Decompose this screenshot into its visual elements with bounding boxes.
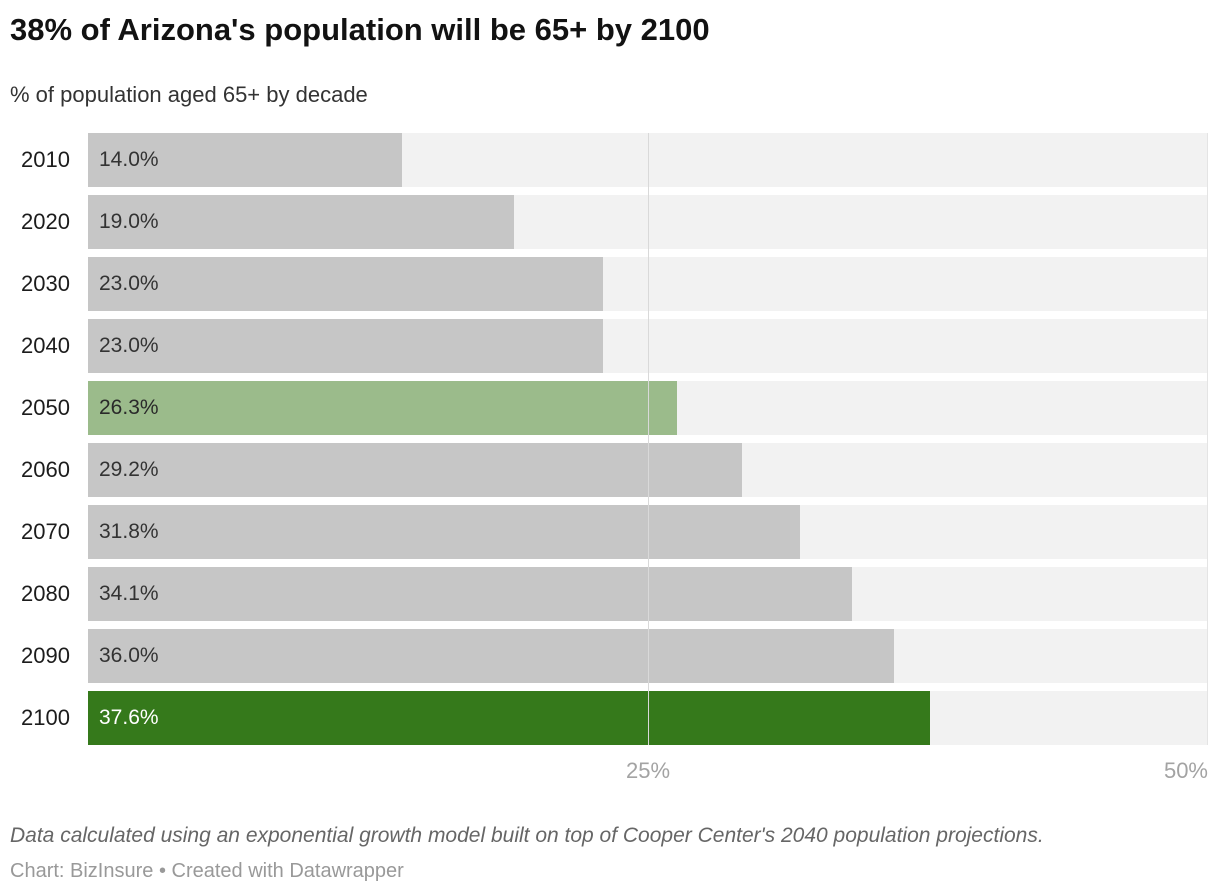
bar-value-label: 23.0% — [99, 272, 159, 295]
bar-value-label: 29.2% — [99, 458, 159, 481]
chart-row: 2030 23.0% — [0, 257, 1220, 311]
chart-row: 2060 29.2% — [0, 443, 1220, 497]
x-axis-tick-50: 50% — [1163, 758, 1208, 783]
y-axis-label: 2050 — [21, 395, 70, 420]
bar-rows: 2010 14.0% 2020 19.0% 2030 23.0% 2040 23.0% 2050… — [0, 133, 1220, 745]
bar[interactable]: 34.1% — [88, 567, 852, 621]
bar-value-label: 34.1% — [99, 582, 159, 605]
bar[interactable]: 31.8% — [88, 505, 801, 559]
chart-row: 2070 31.8% — [0, 505, 1220, 559]
bar[interactable]: 36.0% — [88, 629, 895, 683]
bar-value-label: 37.6% — [99, 706, 159, 729]
bar-value-label: 19.0% — [99, 210, 159, 233]
y-axis-label: 2070 — [21, 519, 70, 544]
chart-row: 2050 26.3% — [0, 381, 1220, 435]
bar-value-label: 23.0% — [99, 334, 159, 357]
y-axis-label: 2030 — [21, 271, 70, 296]
bar-value-label: 26.3% — [99, 396, 159, 419]
chart-row: 2090 36.0% — [0, 629, 1220, 683]
bar-value-label: 14.0% — [99, 148, 159, 171]
y-axis-label: 2060 — [21, 457, 70, 482]
y-axis-label: 2100 — [21, 705, 70, 730]
gridline-25pct — [648, 133, 649, 745]
chart-title: 38% of Arizona's population will be 65+ … — [10, 12, 710, 47]
bar[interactable]: 23.0% — [88, 319, 604, 373]
bar[interactable]: 23.0% — [88, 257, 604, 311]
y-axis-label: 2020 — [21, 209, 70, 234]
bar-chart-plot-area: 2010 14.0% 2020 19.0% 2030 23.0% 2040 23.0% 2050… — [0, 133, 1220, 793]
chart-row: 2040 23.0% — [0, 319, 1220, 373]
chart-row: 2020 19.0% — [0, 195, 1220, 249]
bar[interactable]: 37.6% — [88, 691, 931, 745]
bar-value-label: 36.0% — [99, 644, 159, 667]
y-axis-label: 2040 — [21, 333, 70, 358]
chart-subtitle: % of population aged 65+ by decade — [10, 82, 368, 107]
bar[interactable]: 29.2% — [88, 443, 743, 497]
bar[interactable]: 19.0% — [88, 195, 514, 249]
chart-byline: Chart: BizInsure • Created with Datawrap… — [10, 860, 404, 882]
bar-track: 31.8% — [88, 505, 1208, 559]
chart-row: 2080 34.1% — [0, 567, 1220, 621]
chart-row: 2100 37.6% — [0, 691, 1220, 745]
bar[interactable]: 26.3% — [88, 381, 678, 435]
y-axis-label: 2010 — [21, 147, 70, 172]
y-axis-label: 2090 — [21, 643, 70, 668]
x-axis-tick-25: 25% — [625, 758, 671, 783]
bar[interactable]: 14.0% — [88, 133, 402, 187]
y-axis-label: 2080 — [21, 581, 70, 606]
gridline-50pct — [1207, 133, 1208, 745]
chart-row: 2010 14.0% — [0, 133, 1220, 187]
bar-value-label: 31.8% — [99, 520, 159, 543]
chart-note: Data calculated using an exponential gro… — [10, 824, 1044, 847]
